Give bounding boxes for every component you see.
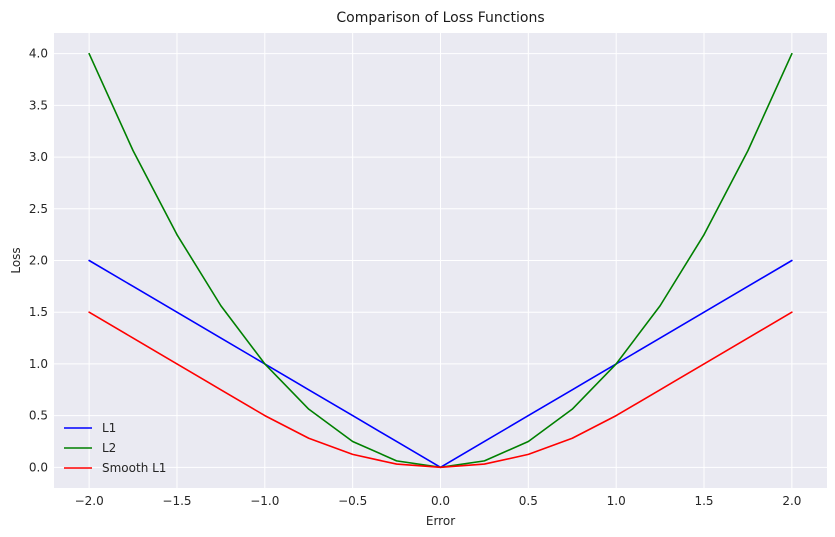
y-tick-label: 0.5	[29, 409, 48, 423]
x-tick-label: 1.5	[694, 494, 713, 508]
x-tick-label: −1.5	[162, 494, 191, 508]
series-line-smooth-l1	[88, 311, 793, 469]
y-tick-label: 2.0	[29, 254, 48, 268]
y-tick-label: 3.0	[29, 150, 48, 164]
y-axis-label: Loss	[9, 247, 23, 273]
x-tick-label: 2.0	[782, 494, 801, 508]
x-tick-labels: −2.0 −1.5 −1.0 −0.5 0.0 0.5 1.0 1.5 2.0	[75, 494, 802, 508]
series-lines	[88, 52, 793, 469]
y-tick-label: 1.5	[29, 305, 48, 319]
x-axis-label: Error	[426, 514, 455, 528]
y-tick-label: 1.0	[29, 357, 48, 371]
legend-label: L1	[102, 421, 116, 435]
legend: L1 L2 Smooth L1	[64, 421, 166, 475]
x-tick-label: 0.5	[519, 494, 538, 508]
legend-label: Smooth L1	[102, 461, 166, 475]
y-tick-label: 0.0	[29, 460, 48, 474]
x-tick-label: 0.0	[431, 494, 450, 508]
x-tick-label: −1.0	[250, 494, 279, 508]
chart-title: Comparison of Loss Functions	[336, 10, 544, 26]
legend-label: L2	[102, 441, 116, 455]
y-tick-label: 2.5	[29, 202, 48, 216]
x-tick-label: −2.0	[75, 494, 104, 508]
y-tick-label: 3.5	[29, 98, 48, 112]
y-tick-label: 4.0	[29, 47, 48, 61]
y-tick-labels: 0.0 0.5 1.0 1.5 2.0 2.5 3.0 3.5 4.0	[29, 47, 48, 475]
x-tick-label: 1.0	[607, 494, 626, 508]
x-tick-label: −0.5	[338, 494, 367, 508]
